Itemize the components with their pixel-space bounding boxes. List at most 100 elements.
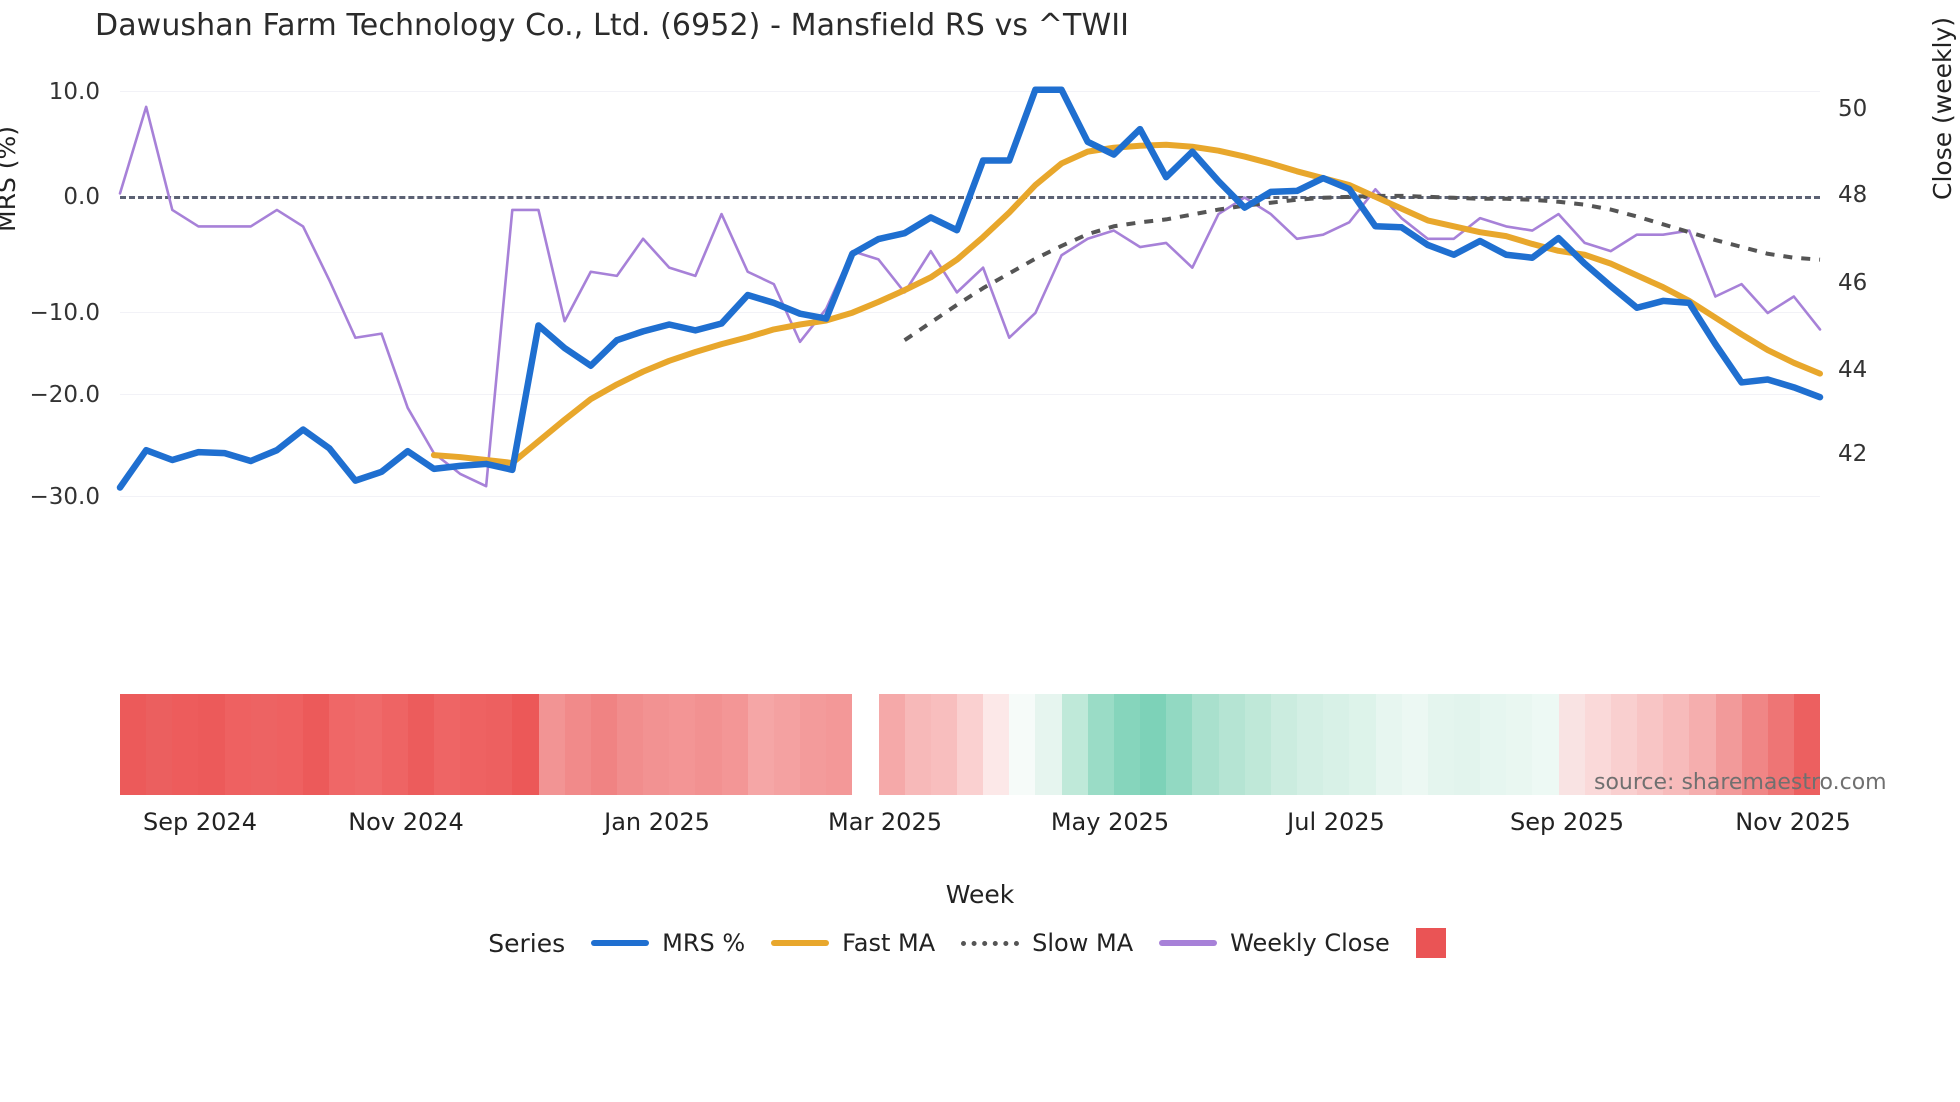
heatmap-cell bbox=[800, 694, 827, 795]
heatmap-cell bbox=[1375, 694, 1402, 795]
y-tick-left-1: 0.0 bbox=[63, 184, 100, 210]
heatmap-cell bbox=[1610, 694, 1638, 795]
legend-item-swatch[interactable] bbox=[1415, 928, 1446, 958]
heatmap-cell bbox=[1035, 694, 1062, 795]
heatmap-cell bbox=[1061, 694, 1088, 795]
heatmap-cell bbox=[773, 694, 801, 795]
heatmap-cell bbox=[1794, 694, 1821, 795]
legend-item-mrs[interactable]: MRS % bbox=[591, 929, 745, 957]
heatmap-cell bbox=[1166, 694, 1193, 795]
heatmap-cell bbox=[1270, 694, 1298, 795]
heatmap-cell bbox=[460, 694, 487, 795]
heatmap-cell bbox=[616, 694, 644, 795]
legend-item-label: Slow MA bbox=[1032, 929, 1134, 957]
heatmap-cell bbox=[826, 694, 853, 795]
heatmap-cell bbox=[1453, 694, 1481, 795]
y-axis-left-label: MRS (%) bbox=[0, 125, 21, 232]
heatmap-cell bbox=[198, 694, 225, 795]
heatmap-cell bbox=[695, 694, 722, 795]
heatmap-cell bbox=[1323, 694, 1350, 795]
heatmap-cell bbox=[1741, 694, 1768, 795]
heatmap-cell bbox=[250, 694, 277, 795]
heatmap-cell bbox=[407, 694, 434, 795]
slow-ma-line bbox=[903, 193, 1821, 342]
heatmap-cell bbox=[538, 694, 565, 795]
heatmap-cell bbox=[669, 694, 696, 795]
y-tick-left-4: −30.0 bbox=[29, 484, 100, 510]
heatmap-cell bbox=[1113, 694, 1141, 795]
page-title: Dawushan Farm Technology Co., Ltd. (6952… bbox=[95, 8, 1130, 43]
legend-color-swatch bbox=[1415, 928, 1446, 958]
heatmap-cell bbox=[1767, 694, 1794, 795]
legend-item-label: Weekly Close bbox=[1230, 929, 1390, 957]
legend-item-slow-ma[interactable]: Slow MA bbox=[961, 929, 1133, 957]
gridline-10 bbox=[120, 91, 1820, 92]
y-tick-left-0: 10.0 bbox=[48, 79, 100, 105]
heatmap-cell bbox=[1532, 694, 1559, 795]
x-tick-1: Nov 2024 bbox=[348, 808, 464, 836]
heatmap-cell bbox=[276, 694, 304, 795]
y-tick-left-2: −10.0 bbox=[29, 300, 100, 326]
heatmap-cell bbox=[1427, 694, 1454, 795]
heatmap-cell bbox=[433, 694, 461, 795]
x-tick-4: May 2025 bbox=[1050, 808, 1170, 836]
legend-title: Series bbox=[488, 928, 566, 958]
y-tick-right-0: 50 bbox=[1838, 96, 1868, 122]
fast-ma-line bbox=[430, 141, 1823, 466]
heatmap-cell bbox=[1558, 694, 1585, 795]
source-watermark: source: sharemaestro.com bbox=[1594, 770, 1887, 795]
heatmap-cell bbox=[1401, 694, 1428, 795]
heatmap-cell bbox=[303, 694, 330, 795]
heatmap-cell bbox=[1637, 694, 1664, 795]
legend-line-swatch bbox=[771, 940, 830, 946]
legend-line-swatch bbox=[1159, 940, 1218, 946]
heatmap-cell bbox=[878, 694, 905, 795]
x-tick-3: Mar 2025 bbox=[828, 808, 942, 836]
x-tick-2: Jan 2025 bbox=[604, 808, 710, 836]
heatmap-cell bbox=[590, 694, 617, 795]
x-tick-6: Sep 2025 bbox=[1510, 808, 1624, 836]
heatmap-cell bbox=[1506, 694, 1533, 795]
y-tick-right-3: 44 bbox=[1838, 357, 1868, 383]
series-svg bbox=[116, 86, 1824, 491]
weekly-close-line bbox=[118, 105, 1822, 488]
heatmap-cell bbox=[1480, 694, 1507, 795]
plot-area bbox=[116, 78, 1824, 515]
y-tick-left-3: −20.0 bbox=[29, 382, 100, 408]
y-tick-right-1: 48 bbox=[1838, 182, 1868, 208]
legend-dash-swatch bbox=[961, 940, 1020, 946]
heatmap-cell bbox=[564, 694, 591, 795]
heatmap-cell bbox=[329, 694, 356, 795]
heatmap-cell bbox=[721, 694, 748, 795]
x-tick-7: Nov 2025 bbox=[1735, 808, 1851, 836]
legend-item-fast-ma[interactable]: Fast MA bbox=[771, 929, 935, 957]
heatmap-cell bbox=[146, 694, 173, 795]
heatmap-cell bbox=[1663, 694, 1690, 795]
legend-item-weekly-close[interactable]: Weekly Close bbox=[1159, 929, 1390, 957]
heatmap-cell bbox=[512, 694, 539, 795]
heatmap-cell bbox=[1349, 694, 1376, 795]
gridline-neg20 bbox=[120, 394, 1820, 395]
heatmap-cell bbox=[747, 694, 774, 795]
mrs-line bbox=[116, 86, 1824, 491]
mrs-heatmap-strip bbox=[120, 694, 1821, 795]
legend-item-label: Fast MA bbox=[842, 929, 936, 957]
legend-line-swatch bbox=[591, 940, 650, 946]
heatmap-cell bbox=[172, 694, 199, 795]
heatmap-cell bbox=[381, 694, 408, 795]
heatmap-cell bbox=[643, 694, 670, 795]
x-axis-label: Week bbox=[945, 880, 1015, 909]
chart-legend: Series MRS % Fast MA Slow MA Weekly Close bbox=[0, 928, 1960, 958]
heatmap-cell bbox=[904, 694, 931, 795]
y-tick-right-4: 42 bbox=[1838, 441, 1868, 467]
heatmap-cell bbox=[486, 694, 513, 795]
heatmap-cell bbox=[957, 694, 984, 795]
x-tick-5: Jul 2025 bbox=[1287, 808, 1385, 836]
heatmap-cell bbox=[930, 694, 957, 795]
y-tick-right-2: 46 bbox=[1838, 270, 1868, 296]
heatmap-cell bbox=[1087, 694, 1114, 795]
heatmap-cell bbox=[1715, 694, 1742, 795]
heatmap-cell bbox=[355, 694, 382, 795]
heatmap-cell bbox=[852, 694, 879, 795]
heatmap-cell bbox=[1218, 694, 1245, 795]
